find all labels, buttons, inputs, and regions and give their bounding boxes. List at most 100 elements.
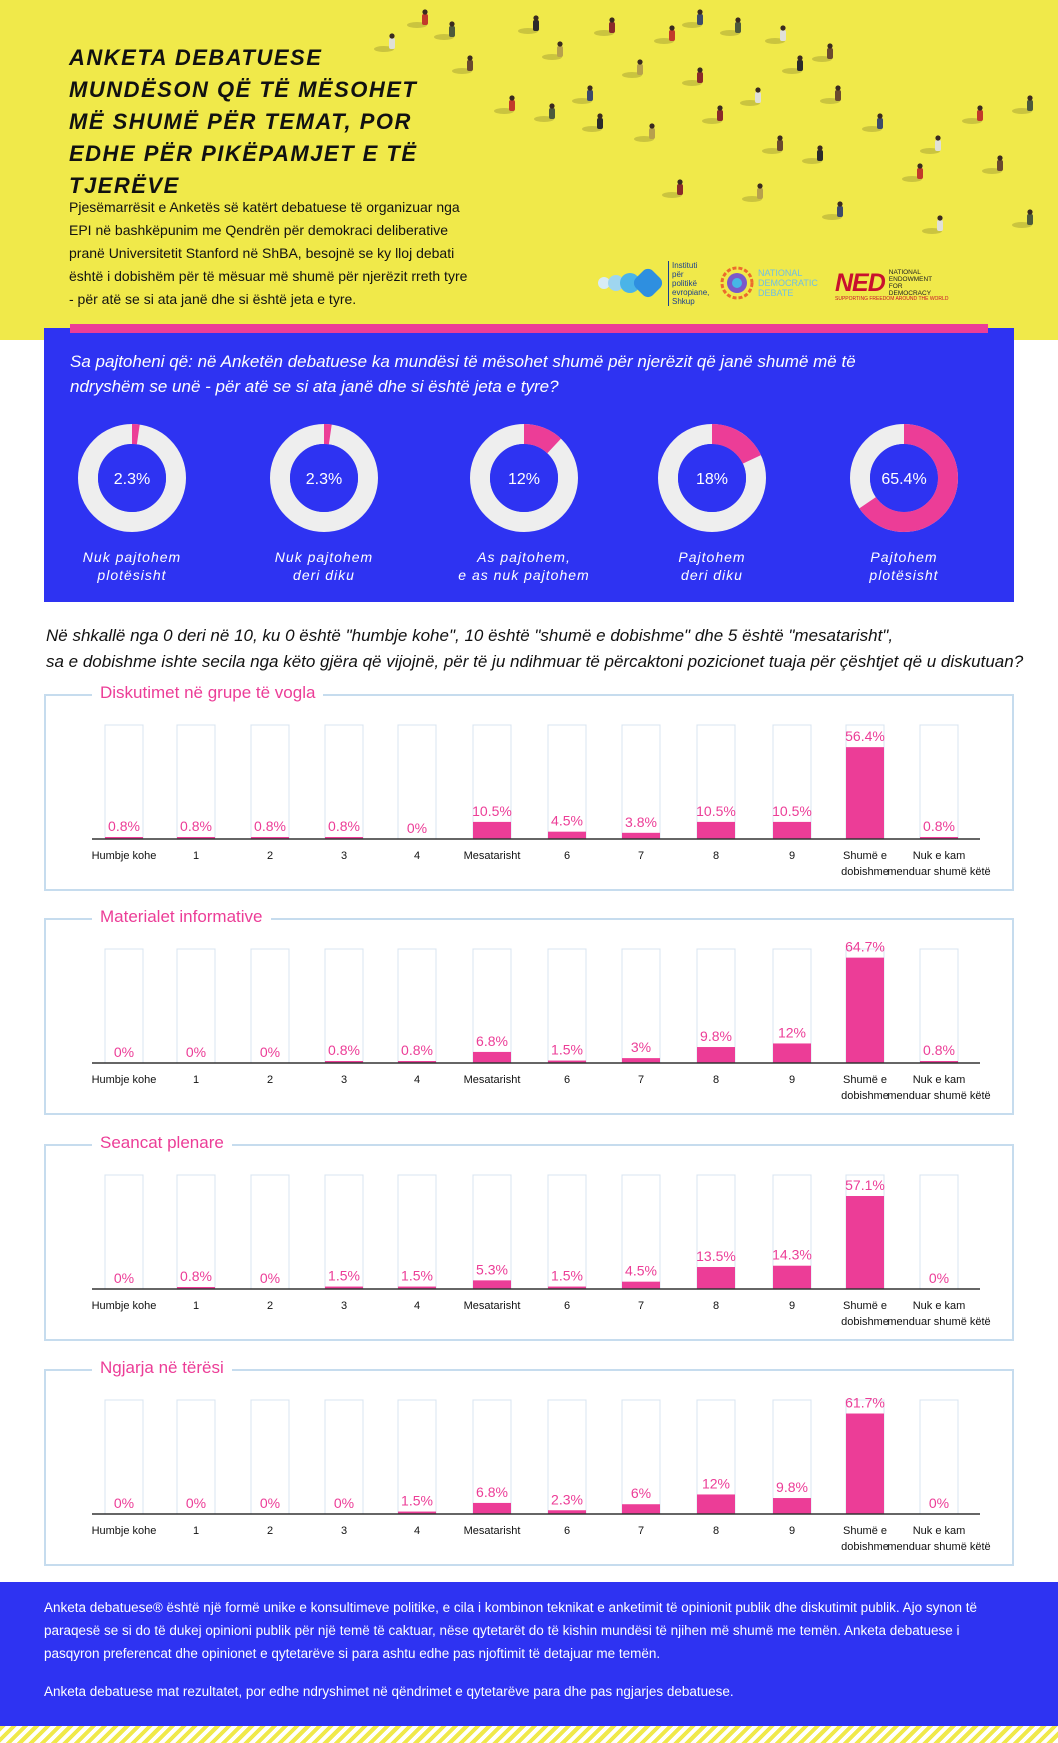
person-figure [740, 87, 761, 106]
category-label: 4 [414, 1525, 420, 1537]
person-figure [862, 113, 883, 132]
bar [846, 747, 884, 839]
bar [846, 957, 884, 1063]
donut-label-line: Pajtohem [678, 549, 746, 565]
donut-label: Pajtohem deri diku [642, 548, 782, 584]
epi-logo-icon [598, 268, 663, 298]
person-figure [702, 105, 723, 124]
bar-track [104, 1399, 144, 1515]
question-usefulness: Në shkallë nga 0 deri në 10, ku 0 është … [46, 623, 1026, 675]
category-label: Shumë e [843, 1525, 887, 1537]
people-crowd-illustration [374, 9, 1033, 234]
bar-value-label: 0% [260, 1044, 280, 1060]
title-line: EDHE PËR PIKËPAMJET E TË TJERËVE [69, 141, 418, 198]
bar [548, 1510, 586, 1514]
bar-chart-svg: 0% Humbje kohe 0.8% 1 0% 2 1.5% 3 1.5% 4 5.3% Mesat… [92, 1174, 991, 1328]
person-figure [720, 17, 741, 36]
category-label: 7 [638, 1074, 644, 1086]
category-label: 4 [414, 850, 420, 862]
bar-value-label: 3.8% [625, 814, 657, 830]
bar-panel-small-groups: Diskutimet në grupe të vogla 0.8% Humbje … [44, 682, 1014, 891]
category-label: Nuk e kam [913, 1074, 966, 1086]
bar [697, 821, 735, 839]
category-label: 4 [414, 1074, 420, 1086]
person-figure [407, 9, 428, 28]
donut-value-label: 2.3% [306, 471, 342, 488]
bar-track [919, 1174, 959, 1290]
bar-value-label: 10.5% [696, 803, 736, 819]
bar-panel-plenary: Seancat plenare 0% Humbje kohe 0.8% 1 0% 2 1.5… [44, 1132, 1014, 1341]
bar-value-label: 0% [114, 1495, 134, 1511]
person-figure [542, 41, 563, 60]
category-label: dobishme [841, 866, 889, 878]
bar-value-label: 0.8% [923, 818, 955, 834]
bar-value-label: 4.5% [551, 813, 583, 829]
bar-value-label: 5.3% [476, 1261, 508, 1277]
donut-label: Nuk pajtohem plotësisht [62, 548, 202, 584]
category-label: 3 [341, 1300, 347, 1312]
person-figure [594, 17, 615, 36]
bar-value-label: 0% [929, 1495, 949, 1511]
ndd-logo: NATIONAL DEMOCRATIC DEBATE [720, 262, 830, 304]
category-label: 9 [789, 1525, 795, 1537]
bar-chart-svg: 0% Humbje kohe 0% 1 0% 2 0.8% 3 0.8% 4 6.8% Mesatar… [92, 939, 991, 1102]
person-figure [782, 55, 803, 74]
footer-paragraph: Anketa debatuese® është një formë unike … [44, 1600, 977, 1661]
person-figure [434, 21, 455, 40]
bar-track [324, 724, 364, 840]
bar-value-label: 1.5% [401, 1493, 433, 1509]
bar-value-label: 10.5% [472, 803, 512, 819]
bar [697, 1494, 735, 1514]
category-label: 1 [193, 1300, 199, 1312]
person-figure [654, 25, 675, 44]
person-figure [682, 67, 703, 86]
footer-paragraph: Anketa debatuese mat rezultatet, por edh… [44, 1684, 734, 1699]
bar-track [397, 1399, 437, 1515]
bar-track [250, 948, 290, 1064]
bar-value-label: 12% [702, 1475, 730, 1491]
ned-logo-mark: NED [835, 268, 886, 297]
question-line: Në shkallë nga 0 deri në 10, ku 0 është … [46, 626, 894, 645]
bar-value-label: 0.8% [180, 1268, 212, 1284]
category-label: dobishme [841, 1090, 889, 1102]
ned-logo: NED NATIONAL ENDOWMENT FOR DEMOCRACY SUP… [835, 262, 985, 304]
bar [548, 1060, 586, 1063]
category-label: Humbje kohe [92, 1525, 157, 1537]
person-figure [982, 155, 1003, 174]
ndd-logo-text: NATIONAL DEMOCRATIC DEBATE [758, 268, 818, 298]
bar-value-label: 57.1% [845, 1177, 885, 1193]
footer: Anketa debatuese® është një formë unike … [0, 1582, 1058, 1726]
donut-chart: 65.4% Pajtohem plotësisht [834, 422, 974, 584]
bar [773, 1043, 811, 1063]
person-figure [1012, 209, 1033, 228]
donut-value-label: 18% [696, 471, 728, 488]
bar-value-label: 0% [114, 1270, 134, 1286]
person-figure [1012, 95, 1033, 114]
category-label: Shumë e [843, 1300, 887, 1312]
donut-svg: 2.3% [78, 424, 186, 532]
bar [177, 837, 215, 839]
category-label: Mesatarisht [464, 1300, 521, 1312]
donut-center [490, 444, 558, 512]
person-figure [920, 135, 941, 154]
ned-logo-tagline: SUPPORTING FREEDOM AROUND THE WORLD [835, 296, 949, 302]
category-label: Mesatarisht [464, 1074, 521, 1086]
bar-value-label: 64.7% [845, 939, 885, 955]
bar [773, 1498, 811, 1514]
person-figure [534, 103, 555, 122]
category-label: Mesatarisht [464, 850, 521, 862]
bar-track [176, 724, 216, 840]
bar-track [250, 1399, 290, 1515]
bar [398, 1286, 436, 1289]
bar-track [397, 948, 437, 1064]
person-figure [765, 25, 786, 44]
donut-label-line: Nuk pajtohem [274, 549, 374, 565]
category-label: 8 [713, 1074, 719, 1086]
bar-track [919, 948, 959, 1064]
category-label: 9 [789, 1300, 795, 1312]
category-label: 7 [638, 850, 644, 862]
header: ANKETA DEBATUESE MUNDËSON QË TË MËSOHET … [0, 0, 1058, 340]
bar-value-label: 9.8% [700, 1028, 732, 1044]
category-label: 6 [564, 1525, 570, 1537]
bar-value-label: 6% [631, 1485, 651, 1501]
